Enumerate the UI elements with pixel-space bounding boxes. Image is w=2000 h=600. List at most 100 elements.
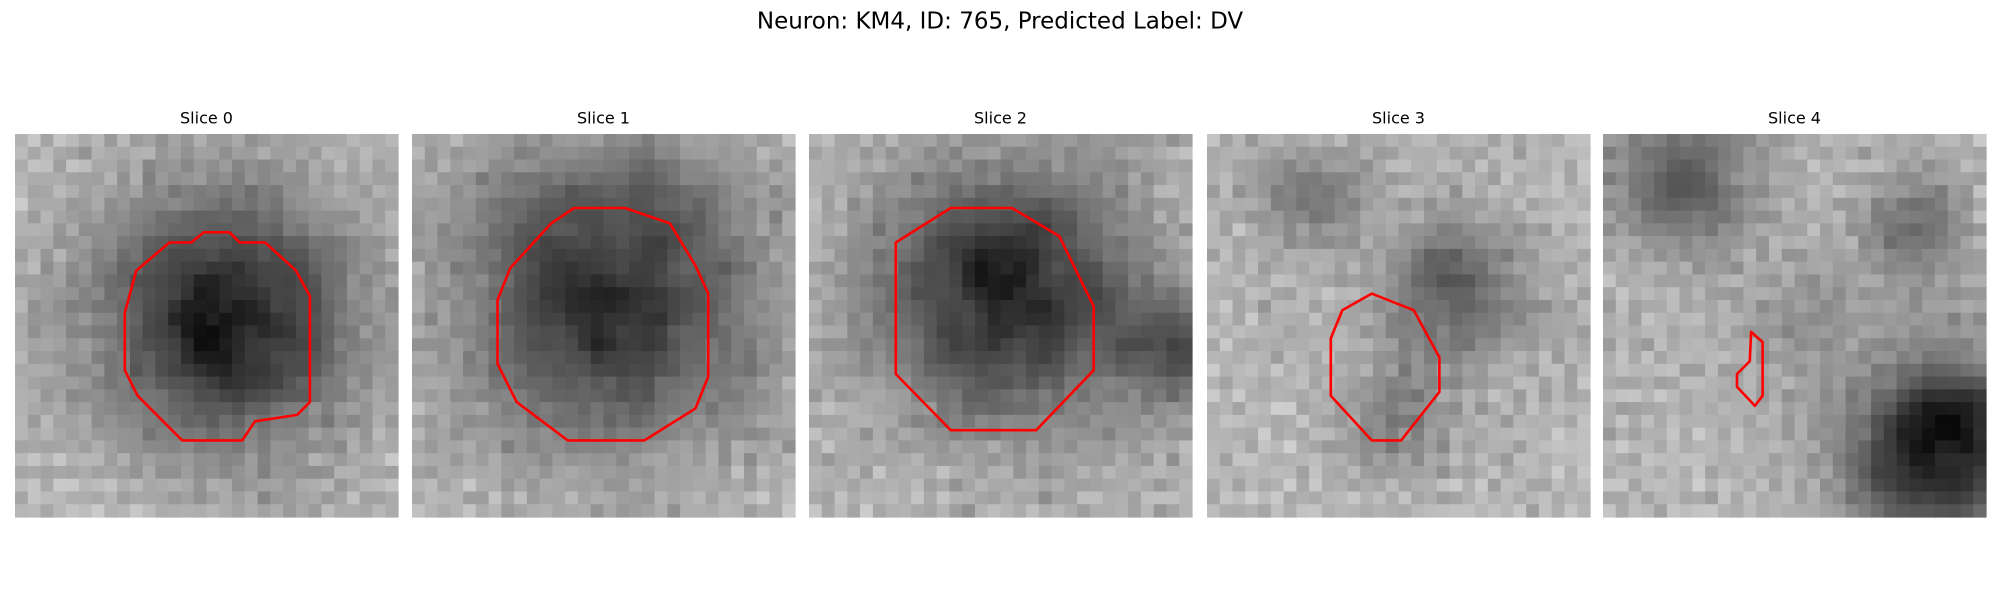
pixel: [117, 210, 131, 224]
pixel: [641, 440, 656, 454]
pixel: [180, 478, 195, 493]
pixel: [385, 363, 399, 378]
pixel: [1615, 299, 1630, 314]
pixel: [1347, 159, 1361, 173]
pixel: [1551, 159, 1566, 173]
pixel: [1832, 504, 1847, 518]
pixel: [1051, 427, 1065, 441]
pixel: [15, 261, 29, 276]
pixel: [1089, 261, 1104, 276]
pixel: [1245, 453, 1259, 467]
pixel: [1564, 248, 1578, 263]
pixel: [1538, 274, 1553, 288]
pixel: [834, 414, 848, 429]
pixel: [1153, 134, 1168, 148]
pixel: [1000, 389, 1014, 403]
pixel: [501, 440, 515, 454]
pixel: [1038, 402, 1053, 416]
pixel: [117, 274, 131, 288]
pixel: [1832, 261, 1847, 276]
pixel: [1896, 312, 1910, 327]
pixel: [334, 159, 348, 173]
pixel: [1321, 274, 1336, 288]
pixel: [1526, 427, 1540, 441]
pixel: [168, 185, 182, 199]
pixel: [872, 427, 887, 441]
pixel: [782, 465, 796, 480]
pixel: [295, 363, 310, 378]
pixel: [142, 223, 157, 237]
pixel: [1115, 159, 1129, 173]
pixel: [1128, 146, 1142, 161]
pixel: [1513, 376, 1527, 390]
pixel: [1973, 376, 1987, 390]
pixel: [1603, 338, 1617, 352]
pixel: [412, 287, 426, 301]
pixel: [53, 248, 67, 263]
pixel: [1026, 159, 1040, 173]
pixel: [1153, 325, 1168, 339]
pixel: [257, 351, 271, 365]
pixel: [1372, 274, 1387, 288]
pixel: [1411, 338, 1425, 352]
pixel: [949, 478, 963, 493]
pixel: [437, 402, 451, 416]
pixel: [270, 504, 284, 518]
pixel: [1051, 491, 1065, 505]
pixel: [1807, 172, 1821, 186]
pixel: [1909, 376, 1923, 390]
pixel: [27, 440, 42, 454]
pixel: [1026, 134, 1040, 148]
pixel: [1832, 491, 1847, 505]
pixel: [705, 172, 719, 186]
pixel: [1896, 172, 1910, 186]
pixel: [1372, 223, 1387, 237]
pixel: [168, 338, 182, 352]
pixel: [1153, 351, 1168, 365]
pixel: [1564, 389, 1578, 403]
pixel: [1064, 491, 1078, 505]
pixel: [283, 389, 297, 403]
pixel: [743, 299, 758, 314]
pixel: [219, 376, 233, 390]
pixel: [142, 274, 157, 288]
pixel: [1577, 146, 1591, 161]
pixel: [782, 261, 796, 276]
pixel: [1487, 185, 1502, 199]
pixel: [898, 504, 912, 518]
pixel: [1115, 223, 1129, 237]
pixel: [1334, 197, 1349, 212]
pixel: [565, 210, 579, 224]
pixel: [1449, 159, 1463, 173]
pixel: [616, 236, 630, 250]
pixel: [1013, 351, 1027, 365]
pixel: [1577, 210, 1591, 224]
pixel: [346, 376, 361, 390]
pixel: [847, 453, 861, 467]
pixel: [987, 504, 1002, 518]
pixel: [1424, 414, 1438, 429]
pixel: [206, 146, 220, 161]
pixel: [1705, 261, 1719, 276]
pixel: [1807, 159, 1821, 173]
pixel: [1705, 185, 1719, 199]
pixel: [1026, 261, 1040, 276]
pixel: [1781, 274, 1796, 288]
pixel: [372, 465, 386, 480]
pixel: [1960, 236, 1974, 250]
pixel: [142, 210, 157, 224]
pixel: [1717, 274, 1732, 288]
pixel: [1398, 159, 1412, 173]
pixel: [450, 299, 464, 314]
pixel: [1140, 389, 1155, 403]
pixel: [654, 453, 668, 467]
pixel: [680, 210, 694, 224]
pixel: [616, 159, 630, 173]
pixel: [1909, 185, 1923, 199]
pixel: [1487, 402, 1502, 416]
pixel: [1909, 261, 1923, 276]
pixel: [1858, 414, 1872, 429]
pixel: [424, 402, 439, 416]
pixel: [1628, 440, 1642, 454]
pixel: [104, 287, 118, 301]
